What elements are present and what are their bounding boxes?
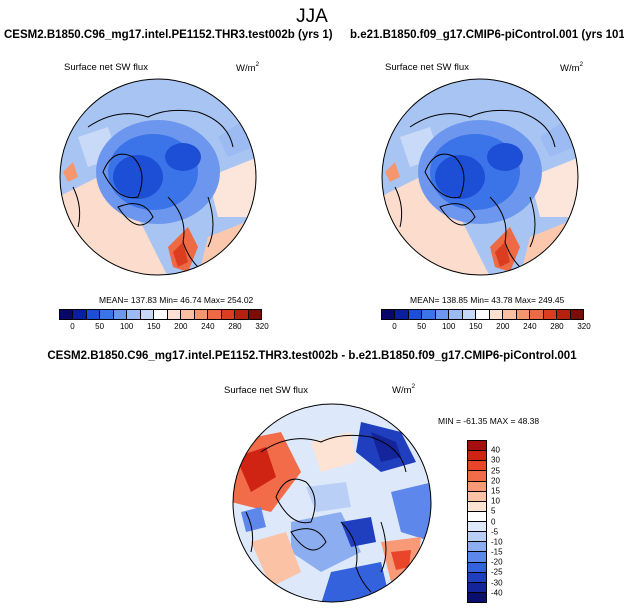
diff-colorbar-tick-label: -25: [491, 567, 503, 577]
right-field-label: Surface net SW flux: [385, 62, 469, 73]
diff-colorbar-tick-label: -30: [491, 578, 503, 588]
left-colorbar-tick-label: 280: [228, 322, 242, 331]
left-units: W/m2: [236, 61, 260, 74]
right-colorbar-swatch: [557, 310, 571, 319]
right-colorbar-tick-label: 50: [417, 322, 427, 331]
left-colorbar-swatch: [154, 310, 168, 319]
left-colorbar-swatch: [113, 310, 128, 319]
diff-colorbar-tick-label: 5: [491, 506, 496, 516]
left-field-label: Surface net SW flux: [64, 62, 148, 73]
diff-colorbar-swatch: [468, 441, 486, 452]
right-colorbar-swatch: [449, 310, 463, 319]
diff-colorbar-swatch: [468, 481, 486, 492]
right-colorbar-swatch: [503, 310, 517, 319]
diff-case-title: CESM2.B1850.C96_mg17.intel.PE1152.THR3.t…: [47, 350, 577, 362]
left-colorbar-swatch: [194, 310, 209, 319]
left-colorbar-swatch: [235, 310, 249, 319]
diff-colorbar-swatch: [468, 522, 486, 533]
diff-colorbar-swatch: [468, 451, 486, 462]
diff-colorbar-swatch: [468, 491, 486, 502]
left-colorbar-swatch: [73, 310, 87, 319]
right-colorbar-tick-label: 150: [469, 322, 483, 331]
left-colorbar-tick-label: 200: [174, 322, 188, 331]
diff-stats: MIN = -61.35 MAX = 48.38: [438, 416, 540, 426]
right-colorbar-tick-label: 240: [523, 322, 537, 331]
diff-colorbar-tick-label: 20: [491, 476, 500, 486]
diff-colorbar-swatch: [468, 552, 486, 563]
right-colorbar: [381, 309, 584, 320]
left-colorbar-swatch: [86, 310, 101, 319]
diff-colorbar-swatch: [468, 532, 486, 543]
diff-colorbar-tick-label: -10: [491, 537, 503, 547]
left-stats: MEAN= 137.83 Min= 46.74 Max= 254.02: [99, 295, 254, 305]
diff-colorbar-swatch: [468, 572, 486, 583]
diff-colorbar-swatch: [468, 582, 486, 593]
right-colorbar-swatch: [476, 310, 490, 319]
diff-colorbar-tick-label: -40: [491, 588, 503, 598]
left-colorbar-tick-label: 50: [95, 322, 105, 331]
right-colorbar-swatch: [382, 310, 396, 319]
right-stats: MEAN= 138.85 Min= 43.78 Max= 249.45: [410, 295, 565, 305]
right-colorbar-tick-label: 100: [441, 322, 456, 331]
diff-colorbar-tick-label: -15: [491, 547, 503, 557]
left-case-title: CESM2.B1850.C96_mg17.intel.PE1152.THR3.t…: [4, 29, 333, 41]
right-colorbar-tick-label: 0: [392, 322, 397, 331]
left-colorbar-ticks: 0 50 100 150 200 240 280 320: [59, 322, 268, 334]
right-colorbar-swatch: [435, 310, 450, 319]
left-colorbar-tick-label: 240: [201, 322, 215, 331]
diff-colorbar-swatch: [468, 461, 486, 472]
diff-colorbar-tick-label: 25: [491, 466, 500, 476]
left-colorbar: [59, 309, 262, 320]
right-case-title: b.e21.B1850.f09_g17.CMIP6-piControl.001 …: [350, 29, 624, 41]
left-colorbar-swatch: [248, 310, 262, 319]
diff-colorbar-swatch: [468, 542, 486, 553]
left-colorbar-tick-label: 0: [70, 322, 75, 331]
right-colorbar-swatch: [516, 310, 531, 319]
right-colorbar-swatch: [543, 310, 558, 319]
page-title: JJA: [296, 6, 328, 27]
left-colorbar-swatch: [221, 310, 236, 319]
right-units: W/m2: [560, 61, 584, 74]
diff-colorbar-tick-label: -20: [491, 557, 503, 567]
diff-colorbar-swatch: [468, 562, 486, 573]
diff-colorbar-swatch: [468, 471, 486, 482]
right-colorbar-swatch: [395, 310, 409, 319]
right-colorbar-tick-label: 200: [496, 322, 510, 331]
diff-units: W/m2: [392, 383, 416, 396]
right-colorbar-tick-label: 320: [577, 322, 591, 331]
left-polar-map: [59, 78, 257, 276]
diff-colorbar-swatch: [468, 592, 486, 602]
diff-colorbar-ticks: 40 30 25 20 15 10 5 0 -5 -10 -15 -20 -25 -30 -40: [491, 440, 521, 603]
right-colorbar-swatch: [489, 310, 504, 319]
right-colorbar-swatch: [530, 310, 544, 319]
right-colorbar-swatch: [408, 310, 423, 319]
left-colorbar-swatch: [181, 310, 195, 319]
right-colorbar-swatch: [570, 310, 584, 319]
diff-colorbar-tick-label: 10: [491, 496, 500, 506]
diff-colorbar: [467, 440, 487, 603]
diff-colorbar-tick-label: 0: [491, 517, 496, 526]
diff-colorbar-tick-label: 40: [491, 445, 500, 455]
left-colorbar-swatch: [60, 310, 74, 319]
diff-field-label: Surface net SW flux: [224, 385, 308, 396]
left-colorbar-swatch: [140, 310, 155, 319]
right-colorbar-tick-label: 280: [550, 322, 564, 331]
diff-colorbar-tick-label: 30: [491, 455, 500, 465]
right-polar-map: [381, 78, 579, 276]
left-colorbar-swatch: [127, 310, 141, 319]
left-colorbar-tick-label: 100: [119, 322, 134, 331]
right-colorbar-swatch: [462, 310, 477, 319]
right-colorbar-swatch: [422, 310, 436, 319]
diff-colorbar-tick-label: -5: [491, 527, 499, 537]
left-colorbar-tick-label: 320: [255, 322, 269, 331]
diff-colorbar-tick-label: 15: [491, 486, 500, 496]
left-colorbar-tick-label: 150: [147, 322, 161, 331]
right-colorbar-ticks: 0 50 100 150 200 240 280 320: [381, 322, 590, 334]
left-colorbar-swatch: [100, 310, 114, 319]
left-colorbar-swatch: [208, 310, 222, 319]
diff-colorbar-swatch: [468, 501, 486, 512]
diff-colorbar-swatch: [468, 511, 486, 522]
left-colorbar-swatch: [167, 310, 182, 319]
diff-polar-map: [232, 403, 432, 603]
